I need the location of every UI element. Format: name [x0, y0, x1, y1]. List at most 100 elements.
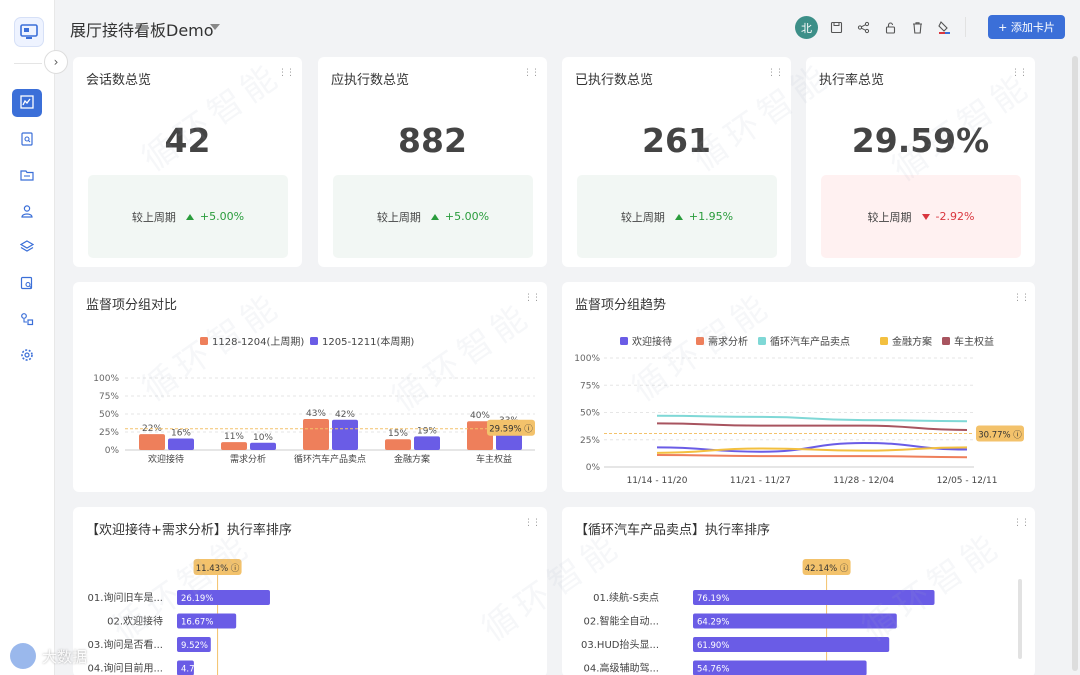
- legend-label: 金融方案: [892, 335, 932, 348]
- legend-label: 车主权益: [954, 335, 994, 348]
- legend-swatch: [758, 337, 766, 345]
- page-scrollbar-thumb[interactable]: [1072, 56, 1078, 671]
- sidebar-divider: [14, 63, 42, 64]
- compare-value: -2.92%: [935, 210, 975, 223]
- bar: [168, 438, 194, 450]
- y-tick-label: 50%: [580, 409, 600, 419]
- footer-brand: 大数据: [10, 643, 87, 669]
- bar-value-label: 11%: [224, 432, 244, 442]
- y-tick-label: 25%: [99, 428, 119, 438]
- reference-label: 42.14% ⓘ: [805, 564, 849, 574]
- avatar[interactable]: 北: [795, 16, 818, 39]
- rank-item-label: 03.询问是否看...: [88, 638, 163, 651]
- sidebar-item-image-search[interactable]: [12, 270, 42, 298]
- app-logo[interactable]: [14, 17, 44, 47]
- compare-value: +1.95%: [688, 210, 734, 223]
- kpi-card-executed: 已执行数总览 ⋮⋮ 261 较上周期 +1.95%: [562, 57, 791, 267]
- kpi-compare: 较上周期 +5.00%: [333, 175, 533, 258]
- kpi-card-sessions: 会话数总览 ⋮⋮ 42 较上周期 +5.00%: [73, 57, 302, 267]
- search-doc-icon: [20, 131, 34, 150]
- kpi-card-should-execute: 应执行数总览 ⋮⋮ 882 较上周期 +5.00%: [318, 57, 547, 267]
- y-tick-label: 75%: [580, 381, 600, 391]
- rank-bar: [693, 637, 890, 652]
- page-header: 展厅接待看板Demo 北 + 添加卡片: [55, 0, 1080, 55]
- kpi-compare: 较上周期 -2.92%: [821, 175, 1021, 258]
- rank-item-label: 01.续航-S卖点: [593, 591, 659, 604]
- sidebar-item-shapes[interactable]: [12, 306, 42, 334]
- drag-handle-icon[interactable]: ⋮⋮: [524, 293, 541, 303]
- sidebar-item-dashboard[interactable]: [12, 89, 42, 117]
- drag-handle-icon[interactable]: ⋮⋮: [524, 518, 541, 528]
- compare-label: 较上周期: [131, 210, 176, 224]
- rank-item-label: 02.欢迎接待: [107, 615, 163, 628]
- drag-handle-icon[interactable]: ⋮⋮: [1011, 68, 1028, 78]
- x-tick-label: 11/14 - 11/20: [627, 476, 688, 486]
- rank-bar: [177, 613, 237, 629]
- sidebar-item-search-doc[interactable]: [12, 126, 42, 154]
- card-scrollbar[interactable]: [1018, 579, 1022, 659]
- card-title: 会话数总览: [86, 73, 152, 88]
- bar: [414, 436, 440, 450]
- series-line: [656, 442, 968, 453]
- sidebar-item-settings[interactable]: [12, 342, 42, 370]
- bar-value-label: 16%: [171, 428, 191, 438]
- delete-icon[interactable]: [909, 19, 925, 35]
- chevron-right-icon: ›: [53, 55, 59, 69]
- title-dropdown-icon[interactable]: [210, 24, 220, 30]
- lock-icon[interactable]: [882, 19, 898, 35]
- card-title: 监督项分组对比: [86, 298, 178, 313]
- card-title: 已执行数总览: [575, 73, 654, 88]
- sidebar-item-layers[interactable]: [12, 234, 42, 262]
- page-scrollbar[interactable]: [1072, 56, 1078, 675]
- drag-handle-icon[interactable]: ⋮⋮: [278, 68, 295, 78]
- drag-handle-icon[interactable]: ⋮⋮: [1013, 518, 1030, 528]
- bar: [250, 442, 276, 450]
- card-title: 监督项分组趋势: [575, 298, 667, 313]
- drag-handle-icon[interactable]: ⋮⋮: [767, 68, 784, 78]
- sidebar-item-user[interactable]: [12, 198, 42, 226]
- drag-handle-icon[interactable]: ⋮⋮: [523, 68, 540, 78]
- rank-bar-value: 16.67%: [181, 618, 213, 628]
- save-icon[interactable]: [828, 19, 844, 35]
- header-divider: [965, 17, 966, 37]
- drag-handle-icon[interactable]: ⋮⋮: [1013, 293, 1030, 303]
- compare-label: 较上周期: [867, 210, 912, 224]
- bar-value-label: 43%: [306, 409, 326, 419]
- y-tick-label: 0%: [105, 446, 120, 456]
- x-tick-label: 12/05 - 12/11: [937, 476, 998, 486]
- reference-label: 29.59% ⓘ: [489, 425, 533, 435]
- add-card-button[interactable]: + 添加卡片: [988, 15, 1065, 39]
- line-chart: 欢迎接待 需求分析 循环汽车产品卖点 金融方案 车主权益 100% 75% 50% 25% 0% 1…: [574, 335, 1024, 486]
- legend-swatch: [880, 337, 888, 345]
- y-tick-label: 50%: [99, 410, 119, 420]
- brand-logo-icon: [10, 643, 36, 669]
- reference-badge: [802, 559, 851, 575]
- y-tick-label: 0%: [586, 463, 601, 473]
- sidebar-item-folder[interactable]: [12, 162, 42, 190]
- rank-bar-value: 61.90%: [697, 641, 729, 651]
- x-tick-label: 需求分析: [230, 453, 266, 465]
- legend-swatch: [310, 337, 318, 345]
- series-line: [656, 446, 968, 454]
- sidebar: [0, 0, 55, 675]
- sidebar-toggle-button[interactable]: ›: [44, 50, 68, 74]
- reference-badge: [976, 425, 1024, 442]
- reference-badge: [487, 419, 535, 436]
- legend-swatch: [696, 337, 704, 345]
- kpi-value: 882: [398, 121, 467, 160]
- layers-icon: [19, 239, 35, 258]
- page-title: 展厅接待看板Demo: [70, 21, 214, 40]
- rank-bar: [693, 660, 867, 675]
- theme-paint-icon[interactable]: [936, 19, 952, 35]
- x-tick-label: 11/28 - 12/04: [833, 476, 894, 486]
- x-tick-label: 11/21 - 11/27: [730, 476, 791, 486]
- rank-bar: [177, 660, 194, 675]
- rank-chart: 42.14% ⓘ 01.续航-S卖点 76.19% 02.智能全自动... 64.29%…: [581, 559, 935, 675]
- arrow-up-icon: [674, 213, 683, 220]
- share-icon[interactable]: [855, 19, 871, 35]
- x-tick-label: 循环汽车产品卖点: [294, 453, 366, 465]
- kpi-value: 261: [642, 121, 711, 160]
- rank-item-label: 02.智能全自动...: [584, 615, 659, 628]
- user-icon: [20, 203, 34, 222]
- rank-bar: [693, 590, 935, 605]
